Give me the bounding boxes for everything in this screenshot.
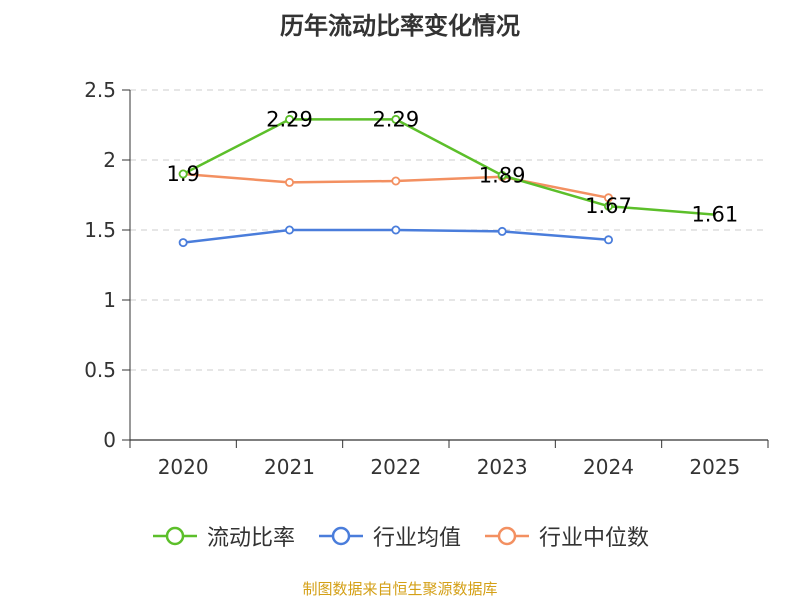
x-tick-label: 2023 bbox=[477, 455, 528, 479]
y-tick-label: 2.5 bbox=[84, 78, 116, 102]
legend-swatch-industry-mean bbox=[318, 526, 363, 546]
legend-label-industry-median: 行业中位数 bbox=[539, 526, 650, 551]
axis-layer: 0 0.5 1 1.5 2 2.5 2020 2021 2022 2023 2024 2025 bbox=[84, 78, 769, 479]
y-tick-label: 1.5 bbox=[84, 218, 116, 242]
y-tick-label: 1 bbox=[103, 288, 116, 312]
data-point bbox=[284, 177, 294, 187]
data-point bbox=[604, 201, 614, 211]
y-tick-label: 0 bbox=[103, 428, 116, 452]
data-point bbox=[391, 225, 401, 235]
legend: 流动比率 行业均值 行业中位数 bbox=[0, 520, 800, 552]
data-label: 2.29 bbox=[372, 107, 419, 131]
data-point bbox=[604, 235, 614, 245]
data-point bbox=[178, 169, 188, 179]
legend-swatch-industry-median bbox=[485, 526, 529, 546]
data-label: 1.89 bbox=[479, 163, 526, 187]
legend-label-current-ratio: 流动比率 bbox=[206, 526, 295, 551]
x-tick-label: 2020 bbox=[158, 455, 209, 479]
x-tick-label: 2025 bbox=[689, 455, 740, 479]
x-tick-label: 2021 bbox=[264, 455, 315, 479]
data-point bbox=[497, 170, 507, 180]
series-line bbox=[182, 118, 715, 216]
data-label: 1.61 bbox=[691, 203, 738, 227]
data-point bbox=[284, 114, 294, 124]
label-layer: 1.9 2.29 2.29 1.89 1.67 1.61 bbox=[166, 107, 738, 226]
y-tick-label: 0.5 bbox=[84, 358, 116, 382]
data-source-note: 制图数据来自恒生聚源数据库 bbox=[302, 580, 498, 598]
chart-title: 历年流动比率变化情况 bbox=[280, 12, 520, 40]
data-point bbox=[284, 225, 294, 235]
legend-item-industry-mean[interactable]: 行业均值 bbox=[317, 520, 461, 552]
data-label: 1.67 bbox=[585, 194, 632, 218]
legend-item-current-ratio[interactable]: 流动比率 bbox=[151, 520, 295, 552]
legend-swatch-current-ratio bbox=[152, 526, 197, 546]
data-point bbox=[391, 176, 401, 186]
y-tick-label: 2 bbox=[103, 148, 116, 172]
data-point bbox=[604, 193, 614, 203]
series-layer bbox=[178, 114, 715, 248]
legend-item-industry-median[interactable]: 行业中位数 bbox=[483, 520, 649, 552]
data-label: 2.29 bbox=[266, 107, 313, 131]
data-point bbox=[178, 238, 188, 248]
x-tick-label: 2022 bbox=[370, 455, 421, 479]
data-point bbox=[497, 226, 507, 236]
legend-label-industry-mean: 行业均值 bbox=[372, 526, 461, 551]
data-label: 1.9 bbox=[166, 162, 199, 186]
x-tick-label: 2024 bbox=[583, 455, 634, 479]
data-point bbox=[391, 114, 401, 124]
